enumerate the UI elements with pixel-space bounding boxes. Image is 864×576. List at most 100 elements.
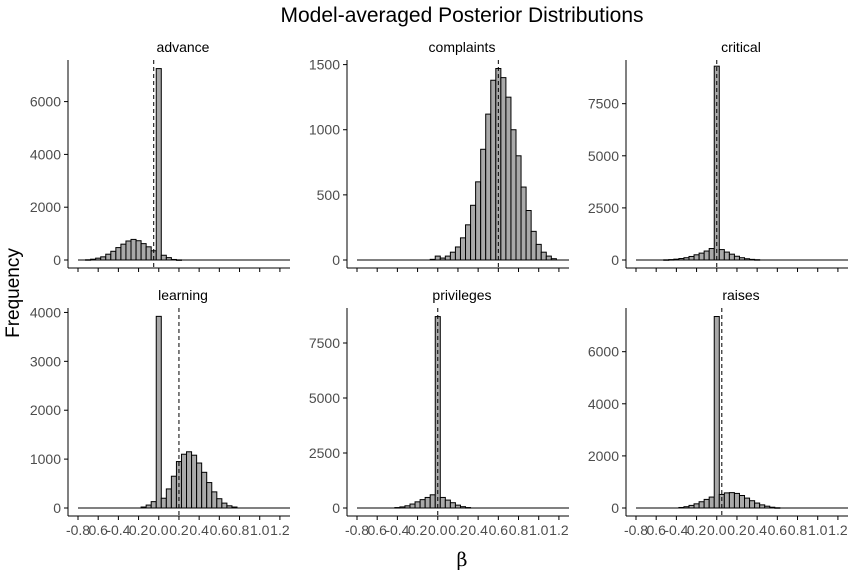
x-tick-label: 1.0: [250, 522, 270, 538]
y-tick-label: 2000: [30, 199, 61, 215]
histogram-bar: [449, 251, 456, 261]
y-tick-label: 5000: [309, 390, 340, 406]
y-tick-label: 6000: [588, 344, 619, 360]
histogram-bar: [459, 237, 467, 261]
histogram-bar: [196, 462, 203, 509]
histogram-bar: [191, 454, 198, 509]
x-tick-label: -0.8: [624, 522, 648, 538]
x-tick-label: 0.6: [646, 522, 666, 538]
histogram-bar: [424, 496, 431, 509]
x-tick-label: 0.6: [489, 522, 509, 538]
x-tick-label: 0.2: [129, 522, 149, 538]
histogram-bar: [540, 251, 547, 261]
histogram-bar: [703, 498, 710, 509]
x-tick-label: 0.6: [768, 522, 788, 538]
y-tick-label: 5000: [588, 148, 619, 164]
histogram-bar: [449, 502, 456, 509]
histogram-bar: [545, 255, 552, 261]
histogram-bar: [110, 250, 117, 261]
x-tick-label: -0.4: [106, 522, 130, 538]
histogram-bar: [515, 155, 522, 261]
panel-critical: critical 0 2500 5000 7500: [588, 39, 848, 272]
x-tick-label: 1.2: [549, 522, 569, 538]
histogram-bar: [535, 243, 542, 261]
x-tick-label: 0.2: [727, 522, 747, 538]
panel-label: privileges: [432, 287, 491, 303]
histogram-bar: [160, 497, 167, 509]
x-tick-label: 0.6: [210, 522, 230, 538]
y-tick-label: 2500: [588, 200, 619, 216]
panel-label: critical: [721, 39, 761, 55]
histogram-bar: [216, 498, 223, 509]
histogram-bar: [419, 499, 426, 509]
histogram-bar: [444, 255, 451, 261]
histogram-bar: [465, 224, 472, 261]
x-tick-label: 0.2: [448, 522, 468, 538]
y-tick-label: 1500: [309, 57, 340, 73]
histogram-bar: [115, 247, 122, 261]
histogram-bar: [130, 238, 137, 261]
histogram-bar: [728, 253, 735, 261]
y-tick-label: 6000: [30, 94, 61, 110]
y-tick-label: 7500: [588, 96, 619, 112]
x-tick-label: 0.0: [428, 522, 448, 538]
y-tick-label: 4000: [588, 396, 619, 412]
histogram-bar: [698, 501, 705, 509]
histogram-bar: [500, 77, 507, 261]
histogram-bar: [693, 254, 700, 261]
histogram-bar: [480, 148, 487, 261]
histogram-bar: [201, 471, 208, 509]
y-tick-label: 4000: [30, 146, 61, 162]
histogram-bar: [155, 315, 162, 509]
histogram-bar: [749, 500, 756, 509]
histogram-bar: [120, 243, 127, 261]
histogram-bar: [206, 482, 213, 509]
y-tick-label: 1000: [309, 122, 340, 138]
x-tick-label: 1.0: [808, 522, 828, 538]
y-axis-title: Frequency: [3, 248, 24, 338]
histogram-bar: [444, 499, 451, 509]
x-tick-label: 0.6: [88, 522, 108, 538]
histogram-bar: [723, 492, 730, 509]
histogram-bar: [170, 475, 177, 509]
histogram-bar: [718, 249, 725, 261]
histogram-bar: [454, 246, 461, 261]
x-tick-label: 0.4: [189, 522, 209, 538]
x-tick-label: 0.2: [687, 522, 707, 538]
histogram-bar: [125, 240, 132, 261]
histogram-bar: [470, 204, 477, 261]
histogram-bar: [485, 113, 492, 261]
histogram-bar: [698, 252, 705, 261]
y-tick-label: 2000: [588, 448, 619, 464]
histogram-bar: [165, 488, 172, 509]
histogram-bar: [135, 240, 142, 261]
histogram-bar: [505, 96, 512, 261]
y-tick-label: 500: [317, 187, 341, 203]
histogram-bar: [145, 246, 152, 261]
histogram-bar: [414, 501, 421, 509]
y-tick-label: 3000: [30, 353, 61, 369]
histogram-bar: [429, 494, 436, 509]
y-tick-label: 2500: [309, 445, 340, 461]
y-tick-label: 2000: [30, 402, 61, 418]
x-tick-label: 1.2: [828, 522, 848, 538]
y-tick-label: 0: [611, 252, 619, 268]
x-tick-label: -0.8: [66, 522, 90, 538]
histogram-bar: [105, 253, 112, 261]
histogram-bar: [520, 186, 527, 261]
histogram-bar: [708, 496, 715, 509]
histogram-bar: [744, 497, 751, 509]
histogram-bar: [510, 129, 517, 261]
histogram-bar: [475, 181, 482, 261]
histogram-bar: [733, 492, 740, 509]
panel-label: complaints: [429, 39, 496, 55]
x-tick-label: 1.0: [529, 522, 549, 538]
histogram-bar: [439, 496, 446, 509]
histogram-bar: [693, 503, 700, 509]
x-tick-label: 0.8: [509, 522, 529, 538]
y-tick-label: 0: [611, 500, 619, 516]
y-tick-label: 4000: [30, 304, 61, 320]
facet-panels: advance 0 2000 4000 6000 complaints 0 500 1000 15…: [30, 39, 848, 538]
